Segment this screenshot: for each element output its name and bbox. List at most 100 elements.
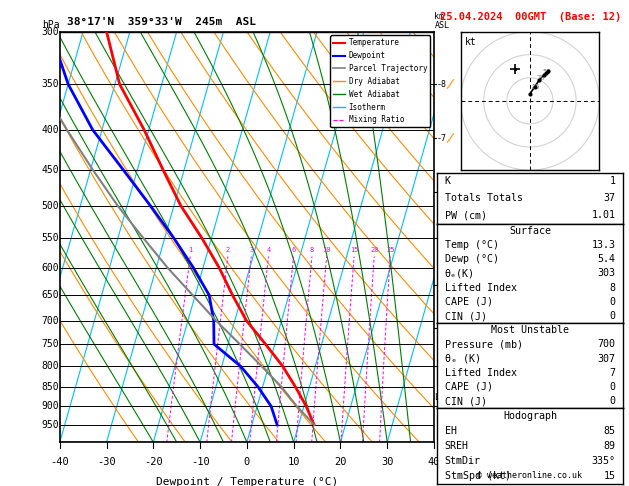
Text: 850: 850 (42, 382, 59, 392)
Text: 550: 550 (42, 233, 59, 243)
Text: Surface: Surface (509, 226, 551, 236)
Text: /: / (445, 278, 455, 292)
Text: CAPE (J): CAPE (J) (445, 297, 493, 307)
Text: /: / (445, 231, 455, 245)
Text: -10: -10 (191, 457, 209, 467)
Text: 0: 0 (610, 311, 615, 321)
Text: 1: 1 (610, 176, 615, 186)
Text: /: / (445, 185, 455, 199)
Text: /: / (445, 77, 455, 91)
Text: 89: 89 (603, 441, 615, 451)
Text: CIN (J): CIN (J) (445, 311, 487, 321)
Text: -20: -20 (144, 457, 163, 467)
Text: 70: 70 (537, 75, 545, 81)
Text: StmSpd (kt): StmSpd (kt) (445, 471, 511, 481)
Text: 13.3: 13.3 (591, 240, 615, 250)
Text: 2: 2 (226, 247, 230, 253)
Text: 3: 3 (249, 247, 253, 253)
Text: -5: -5 (437, 234, 447, 243)
Text: PW (cm): PW (cm) (445, 210, 487, 220)
Text: -40: -40 (50, 457, 69, 467)
Text: 10: 10 (287, 457, 300, 467)
Text: 5.4: 5.4 (598, 254, 615, 264)
Text: 800: 800 (42, 361, 59, 371)
Text: 40: 40 (428, 457, 440, 467)
Text: 900: 900 (42, 401, 59, 411)
Text: 7: 7 (610, 368, 615, 378)
Legend: Temperature, Dewpoint, Parcel Trajectory, Dry Adiabat, Wet Adiabat, Isotherm, Mi: Temperature, Dewpoint, Parcel Trajectory… (330, 35, 430, 127)
Text: StmDir: StmDir (445, 456, 481, 466)
Text: -2: -2 (437, 362, 447, 371)
Text: Most Unstable: Most Unstable (491, 325, 569, 335)
Text: -6: -6 (437, 188, 447, 196)
Text: kt: kt (465, 37, 477, 47)
Text: 20: 20 (370, 247, 379, 253)
Text: © weatheronline.co.uk: © weatheronline.co.uk (477, 470, 582, 480)
Text: K: K (445, 176, 450, 186)
Text: km
ASL: km ASL (435, 12, 449, 30)
Text: 700: 700 (598, 339, 615, 349)
Text: 450: 450 (42, 165, 59, 175)
Text: 300: 300 (42, 27, 59, 36)
Text: 307: 307 (598, 354, 615, 364)
Text: Pressure (mb): Pressure (mb) (445, 339, 523, 349)
Text: /: / (445, 359, 455, 373)
Text: Dewp (°C): Dewp (°C) (445, 254, 499, 264)
Text: 85: 85 (531, 84, 540, 90)
Text: 1: 1 (188, 247, 192, 253)
Text: Lifted Index: Lifted Index (445, 368, 516, 378)
Text: 0: 0 (610, 382, 615, 392)
Text: 25: 25 (386, 247, 394, 253)
Text: /: / (445, 321, 455, 335)
Text: 1.01: 1.01 (591, 210, 615, 220)
Text: 38°17'N  359°33'W  245m  ASL: 38°17'N 359°33'W 245m ASL (67, 17, 256, 28)
Text: 6: 6 (291, 247, 296, 253)
Text: 15: 15 (350, 247, 359, 253)
Text: -3: -3 (437, 323, 447, 332)
Text: 0: 0 (610, 297, 615, 307)
Text: /: / (445, 131, 455, 145)
Text: θₑ (K): θₑ (K) (445, 354, 481, 364)
Text: 30: 30 (381, 457, 394, 467)
Text: Temp (°C): Temp (°C) (445, 240, 499, 250)
Text: 37: 37 (603, 193, 615, 203)
Text: 335°: 335° (591, 456, 615, 466)
Text: EH: EH (445, 426, 457, 436)
Text: 303: 303 (598, 268, 615, 278)
Text: 600: 600 (42, 263, 59, 273)
Text: -30: -30 (97, 457, 116, 467)
Text: Totals Totals: Totals Totals (445, 193, 523, 203)
Text: 8: 8 (610, 282, 615, 293)
Text: Hodograph: Hodograph (503, 411, 557, 421)
Text: CAPE (J): CAPE (J) (445, 382, 493, 392)
Text: 750: 750 (42, 339, 59, 349)
Text: -1: -1 (437, 402, 447, 411)
Text: 950: 950 (42, 420, 59, 430)
Text: Mixing Ratio (g/kg): Mixing Ratio (g/kg) (460, 190, 469, 284)
Text: LCL: LCL (435, 393, 449, 402)
Text: -7: -7 (437, 134, 447, 142)
Text: 8: 8 (310, 247, 314, 253)
Text: 350: 350 (42, 79, 59, 89)
Text: θₑ(K): θₑ(K) (445, 268, 474, 278)
Text: hPa: hPa (42, 19, 59, 30)
Text: 4: 4 (267, 247, 270, 253)
Text: 400: 400 (42, 125, 59, 135)
Text: 15: 15 (603, 471, 615, 481)
Text: CIN (J): CIN (J) (445, 396, 487, 406)
Text: 25.04.2024  00GMT  (Base: 12): 25.04.2024 00GMT (Base: 12) (440, 12, 621, 22)
Text: Dewpoint / Temperature (°C): Dewpoint / Temperature (°C) (156, 477, 338, 486)
Text: 700: 700 (42, 315, 59, 326)
Text: -4: -4 (437, 280, 447, 289)
Text: 85: 85 (603, 426, 615, 436)
Text: 10: 10 (323, 247, 331, 253)
Text: /: / (445, 399, 455, 414)
Text: -8: -8 (437, 80, 447, 88)
Text: Lifted Index: Lifted Index (445, 282, 516, 293)
Text: 20: 20 (334, 457, 347, 467)
Text: 650: 650 (42, 290, 59, 300)
Text: 0: 0 (610, 396, 615, 406)
Text: SREH: SREH (445, 441, 469, 451)
Text: 0: 0 (244, 457, 250, 467)
Text: 50: 50 (543, 69, 551, 75)
